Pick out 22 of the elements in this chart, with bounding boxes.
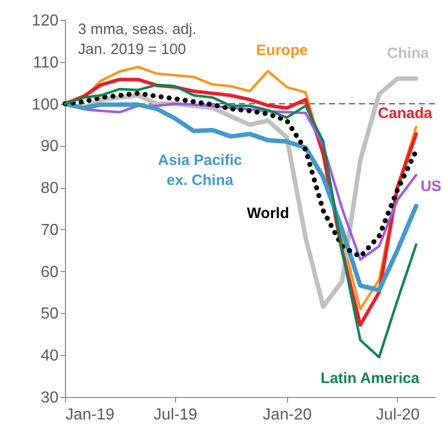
series-label: US [420,178,442,195]
text: World [246,205,290,222]
y-tick-label: 110 [32,54,59,72]
x-tick-label: Jul-19 [154,406,198,424]
x-tick-label: Jan-19 [66,406,115,424]
y-tick-label: 60 [40,264,59,281]
y-tick-label: 40 [40,348,59,365]
y-tick-label: 100 [32,96,59,114]
y-tick-label: 80 [40,180,59,198]
series-label: Europe [256,42,308,59]
x-tick-label: Jul-20 [376,406,420,424]
x-tick-label: Jan-20 [262,406,312,424]
series-label: Asia Pacific ex. China [158,152,242,189]
y-tick-label: 120 [32,12,59,30]
series-label: China [387,45,430,62]
y-tick-label: 70 [40,222,59,239]
series-label: Latin America [320,370,420,387]
series-label: Canada [378,105,433,122]
y-tick-label: 50 [40,306,59,323]
annotation: 3 mma, seas. adj. Jan. 2019 = 100 [78,21,196,58]
y-tick-label: 30 [40,390,59,406]
y-tick-label: 90 [40,138,59,156]
